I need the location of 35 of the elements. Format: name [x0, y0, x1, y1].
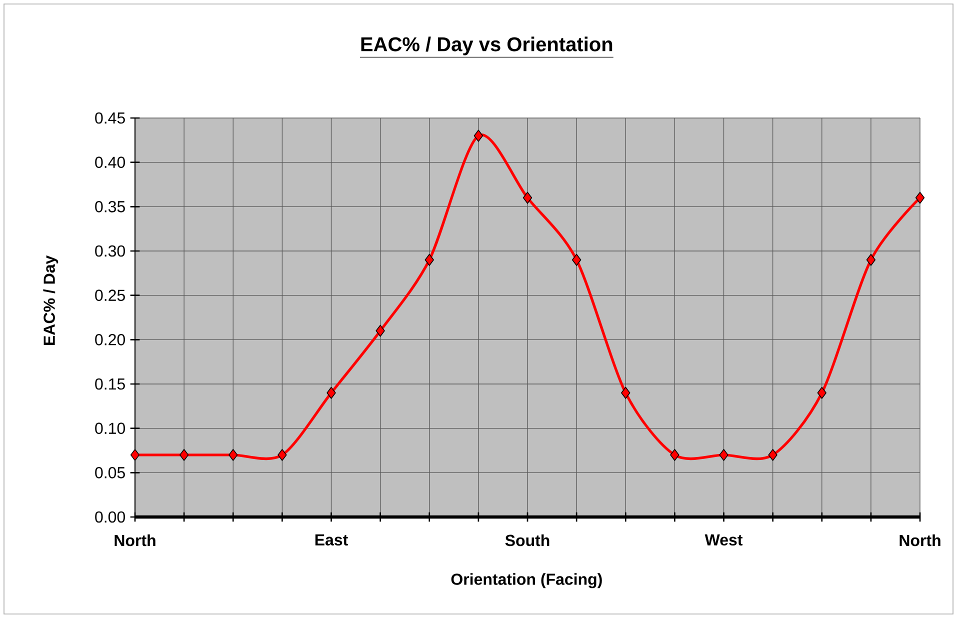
- x-tick-label: South: [505, 534, 550, 546]
- x-tick-label: West: [704, 534, 743, 546]
- y-tick-label: 0.25: [95, 290, 125, 301]
- point: [424, 254, 434, 266]
- point: [474, 130, 484, 142]
- y-tick-label: 0.05: [95, 467, 125, 478]
- point: [670, 448, 680, 461]
- point: [278, 448, 287, 461]
- y-tick-label: 0.35: [95, 201, 125, 212]
- point: [522, 192, 532, 204]
- y-tick-label: 0.00: [95, 511, 126, 523]
- point: [719, 448, 728, 461]
- point: [817, 386, 826, 399]
- y-axis-title: EAC% / Day: [43, 255, 58, 345]
- point: [621, 386, 630, 399]
- point: [179, 448, 189, 461]
- point: [130, 448, 140, 461]
- point: [866, 254, 876, 266]
- point: [228, 448, 238, 461]
- point: [326, 386, 336, 399]
- point: [572, 254, 582, 266]
- point: [768, 448, 778, 461]
- point: [915, 192, 925, 204]
- point: [376, 324, 385, 337]
- x-tick-label: East: [315, 534, 348, 546]
- y-tick-label: 0.10: [95, 422, 126, 434]
- x-axis-title: Orientation (Facing): [451, 573, 602, 588]
- y-tick-label: 0.45: [95, 112, 125, 124]
- x-tick-label: North: [900, 534, 940, 546]
- y-tick-label: 0.30: [95, 245, 126, 257]
- y-tick-label: 0.20: [95, 334, 126, 346]
- x-tick-label: North: [114, 534, 156, 546]
- chart-title: EAC% / Day vs Orientation: [361, 36, 612, 56]
- y-tick-label: 0.40: [95, 156, 126, 168]
- y-tick-label: 0.15: [95, 378, 125, 390]
